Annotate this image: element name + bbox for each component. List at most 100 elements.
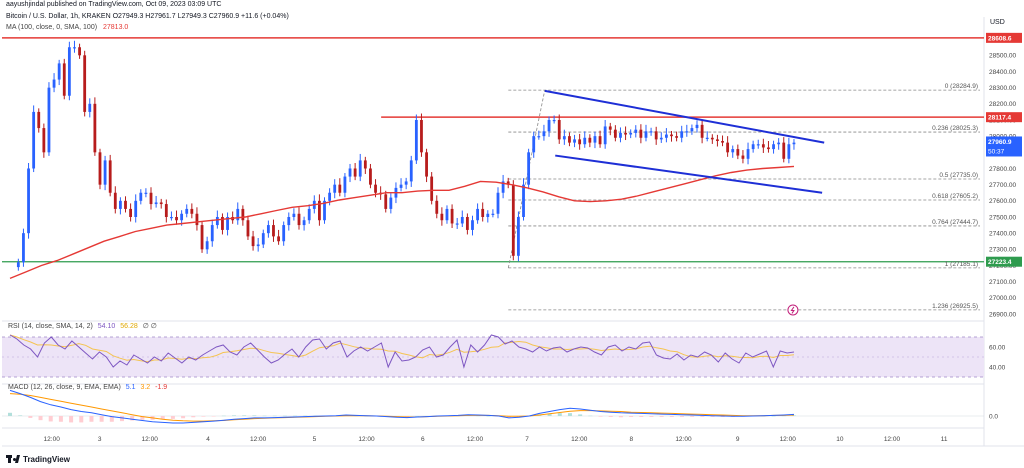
candle-body (282, 225, 286, 242)
x-tick-label: 12:00 (250, 436, 267, 443)
candle-body (180, 213, 184, 221)
channel-upper-line (544, 89, 825, 144)
candle-body (353, 168, 357, 177)
candle-body (404, 181, 408, 185)
candle-body (251, 236, 255, 247)
y-tick-label: 27500.00 (989, 214, 1016, 221)
candle-body (644, 131, 648, 138)
candle-body (409, 160, 413, 182)
candle-body (389, 197, 393, 209)
candle-body (756, 144, 760, 146)
macd-histogram-bar (598, 416, 603, 417)
macd-histogram-bar (679, 416, 684, 417)
candle-body (22, 233, 25, 263)
fib-level-label: 1.236 (26925.5) (932, 303, 978, 310)
candle-body (215, 216, 219, 226)
candle-body (460, 216, 464, 224)
candle-body (348, 168, 352, 177)
macd-histogram-bar (557, 413, 562, 416)
macd-histogram-bar (262, 415, 267, 417)
rsi-line (9, 334, 795, 369)
candle-body (517, 216, 520, 256)
candle-body (256, 244, 260, 247)
ma-value: 27813.0 (103, 24, 129, 31)
candle-body (695, 124, 699, 129)
candle-body (175, 216, 178, 221)
y-tick-label: 27400.00 (989, 230, 1016, 237)
candle-body (593, 136, 597, 143)
macd-histogram-bar (130, 416, 135, 421)
candle-body (287, 216, 291, 226)
candle-body (118, 200, 122, 209)
candle-body (501, 181, 505, 193)
candle-body (557, 119, 561, 140)
candle-body (476, 208, 479, 221)
candle-body (685, 131, 689, 133)
resistance-price-tag: 28117.4 (988, 115, 1012, 122)
candle-body (721, 141, 724, 143)
macd-value: 5.1 (125, 384, 136, 391)
published-line: aayushjindal published on TradingView.co… (6, 1, 222, 8)
candle-body (358, 160, 362, 177)
candle-body (731, 149, 735, 153)
macd-histogram-bar (109, 416, 114, 422)
fib-level-label: 1 (27185.1) (945, 261, 978, 268)
last-price-tag: 27960.9 (988, 139, 1012, 146)
candle-body (190, 208, 194, 214)
x-tick-label: 12:00 (780, 436, 797, 443)
macd-histogram-bar (761, 416, 766, 417)
candle-body (113, 192, 117, 209)
candle-body (241, 208, 245, 221)
candle-body (639, 129, 643, 138)
candle-body (266, 225, 270, 234)
macd-histogram-bar (649, 416, 654, 417)
macd-histogram-bar (28, 416, 33, 418)
x-tick-label: 5 (313, 436, 317, 443)
y-tick-label: 26900.00 (989, 311, 1016, 318)
ma100-line (9, 165, 795, 280)
candle-body (511, 184, 515, 256)
candle-body (664, 134, 668, 138)
x-tick-label: 9 (736, 436, 740, 443)
candle-body (562, 136, 566, 140)
candle-body (435, 200, 439, 214)
candle-body (491, 213, 495, 215)
candle-body (98, 152, 102, 185)
x-tick-label: 12:00 (44, 436, 61, 443)
candle-body (573, 139, 576, 143)
candle-body (649, 131, 653, 133)
candle-body (532, 136, 536, 153)
candle-body (261, 233, 265, 245)
candle-body (236, 208, 240, 221)
tradingview-logo-icon (6, 455, 20, 463)
macd-histogram-bar (486, 416, 491, 417)
candle-body (772, 144, 775, 150)
candle-body (292, 213, 296, 217)
x-tick-label: 11 (941, 436, 948, 443)
macd-histogram-bar (476, 415, 481, 417)
candle-body (170, 216, 173, 219)
macd-histogram-bar (181, 416, 186, 419)
candle-body (343, 176, 347, 193)
y-tick-label: 27800.00 (989, 166, 1016, 173)
macd-header: MACD (12, 26, close, 9, EMA, EMA) 5.1 3.… (8, 384, 167, 391)
macd-histogram-bar (405, 416, 410, 417)
macd-histogram-bar (160, 416, 165, 420)
candle-body (716, 139, 719, 142)
macd-histogram-bar (252, 415, 257, 416)
macd-histogram-bar (211, 416, 216, 417)
candle-body (144, 192, 148, 194)
channel-lower-line (555, 154, 823, 194)
candle-body (16, 262, 20, 268)
macd-histogram-bar (58, 416, 63, 422)
tradingview-brand: TradingView (23, 455, 70, 464)
x-tick-label: 12:00 (142, 436, 159, 443)
candle-body (129, 208, 133, 217)
candle-body (277, 236, 280, 242)
candle-body (27, 168, 30, 234)
macd-histogram-bar (771, 416, 776, 417)
x-tick-label: 12:00 (467, 436, 484, 443)
macd-histogram-bar (201, 416, 206, 417)
x-tick-label: 12:00 (884, 436, 901, 443)
